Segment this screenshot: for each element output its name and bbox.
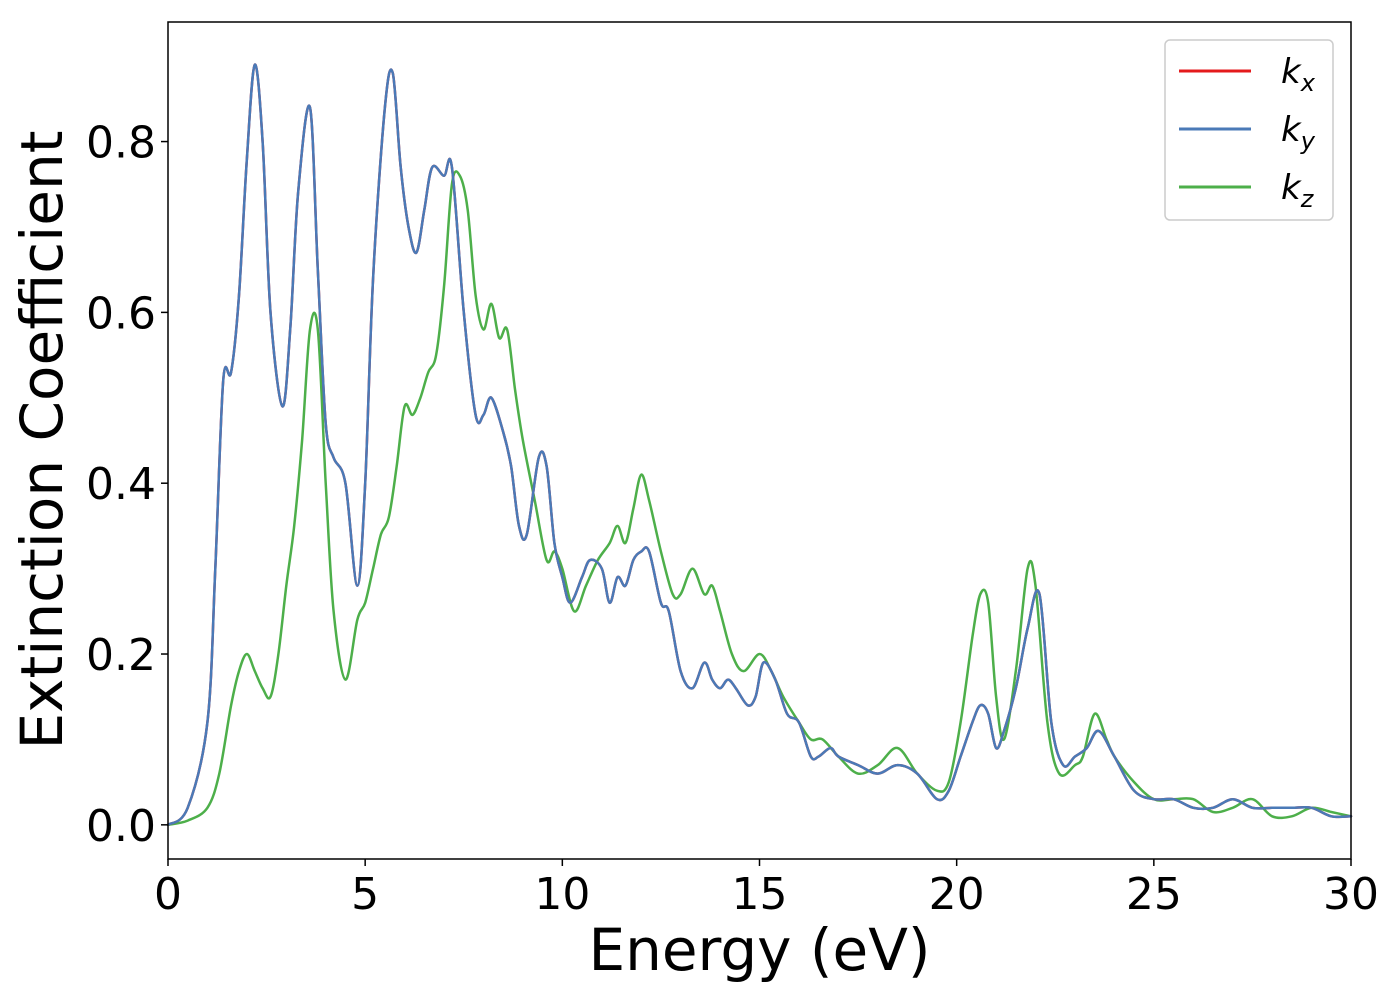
legend-label-x: kx [1281, 52, 1316, 97]
x-tick-label: 10 [534, 869, 590, 920]
legend-label-subscript: y [1300, 127, 1316, 155]
y-tick-label: 0.2 [86, 630, 156, 681]
x-axis-label: Energy (eV) [588, 916, 930, 984]
x-tick-label: 20 [929, 869, 985, 920]
legend-label-subscript: x [1300, 69, 1316, 97]
x-tick-label: 30 [1323, 869, 1379, 920]
y-tick-label: 0.8 [86, 118, 156, 169]
series-line-z [166, 170, 1353, 827]
legend-label-base: k [1281, 52, 1302, 92]
legend-label-base: k [1281, 168, 1302, 208]
y-tick-label: 0.6 [86, 288, 156, 339]
legend-label-base: k [1281, 110, 1302, 150]
x-tick-label: 0 [154, 869, 182, 920]
series-line-y [166, 63, 1353, 827]
legend-label-subscript: z [1300, 185, 1315, 213]
legend-label-y: ky [1281, 110, 1316, 155]
x-tick-label: 15 [732, 869, 788, 920]
y-tick-label: 0.4 [86, 459, 156, 510]
y-tick-label: 0.0 [86, 801, 156, 852]
x-axis: 0 5 10 15 20 25 30 [154, 859, 1379, 920]
y-axis-label: Extinction Coefficient [8, 131, 76, 750]
x-tick-label: 5 [351, 869, 379, 920]
y-axis: 0.0 0.2 0.4 0.6 0.8 [86, 118, 168, 852]
series-layer [166, 63, 1353, 827]
legend-label-z: kz [1281, 168, 1315, 213]
x-tick-label: 25 [1126, 869, 1182, 920]
